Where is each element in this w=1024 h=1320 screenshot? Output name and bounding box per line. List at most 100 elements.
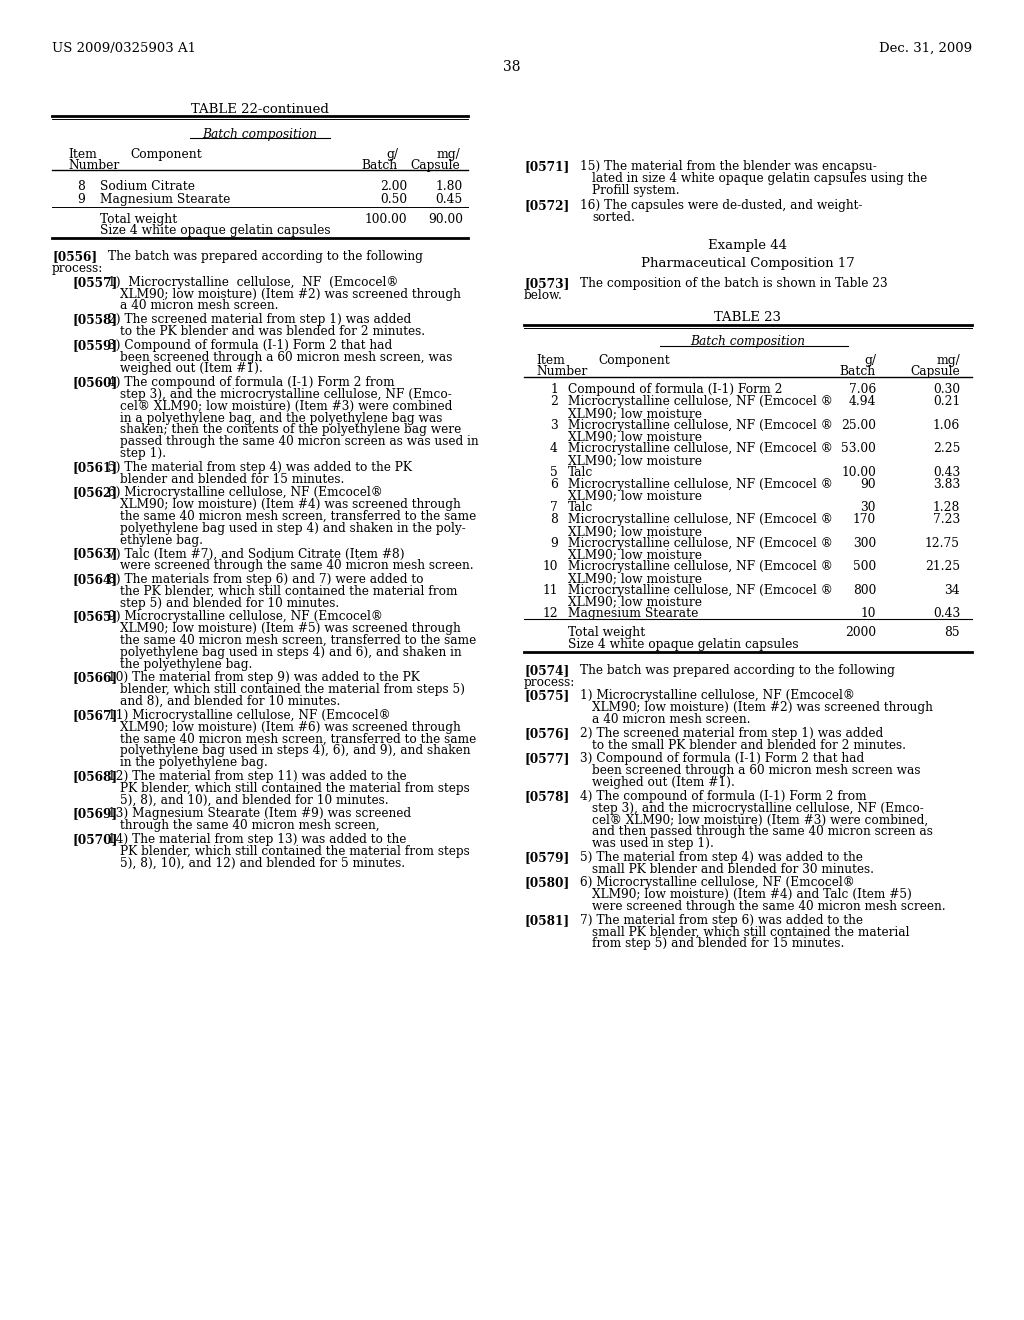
Text: and then passed through the same 40 micron screen as: and then passed through the same 40 micr… (592, 825, 933, 838)
Text: [0559]: [0559] (72, 339, 117, 352)
Text: Pharmaceutical Composition 17: Pharmaceutical Composition 17 (641, 257, 855, 271)
Text: 300: 300 (853, 537, 876, 549)
Text: [0581]: [0581] (524, 913, 569, 927)
Text: 2) The screened material from step 1) was added: 2) The screened material from step 1) wa… (580, 727, 884, 739)
Text: Total weight: Total weight (568, 626, 645, 639)
Text: [0578]: [0578] (524, 789, 569, 803)
Text: a 40 micron mesh screen.: a 40 micron mesh screen. (120, 300, 279, 313)
Text: 21.25: 21.25 (925, 560, 961, 573)
Text: Compound of formula (I-1) Form 2: Compound of formula (I-1) Form 2 (568, 383, 782, 396)
Text: 8) The materials from step 6) and 7) were added to: 8) The materials from step 6) and 7) wer… (108, 573, 424, 586)
Text: 3) Compound of formula (I-1) Form 2 that had: 3) Compound of formula (I-1) Form 2 that… (108, 339, 392, 352)
Text: Sodium Citrate: Sodium Citrate (100, 180, 195, 193)
Text: process:: process: (524, 676, 575, 689)
Text: 7: 7 (550, 502, 558, 515)
Text: XLM90; low moisture) (Item #6) was screened through: XLM90; low moisture) (Item #6) was scree… (120, 721, 461, 734)
Text: Microcrystalline cellulose, NF (Emcocel ®: Microcrystalline cellulose, NF (Emcocel … (568, 583, 833, 597)
Text: XLM90; low moisture: XLM90; low moisture (568, 407, 702, 420)
Text: to the PK blender and was blended for 2 minutes.: to the PK blender and was blended for 2 … (120, 325, 425, 338)
Text: 10.00: 10.00 (841, 466, 876, 479)
Text: lated in size 4 white opaque gelatin capsules using the: lated in size 4 white opaque gelatin cap… (592, 172, 928, 185)
Text: weighed out (Item #1).: weighed out (Item #1). (120, 363, 263, 375)
Text: 10) The material from step 9) was added to the PK: 10) The material from step 9) was added … (108, 672, 420, 684)
Text: were screened through the same 40 micron mesh screen.: were screened through the same 40 micron… (592, 900, 945, 913)
Text: 0.30: 0.30 (933, 383, 961, 396)
Text: Size 4 white opaque gelatin capsules: Size 4 white opaque gelatin capsules (568, 638, 799, 651)
Text: through the same 40 micron mesh screen,: through the same 40 micron mesh screen, (120, 818, 380, 832)
Text: the same 40 micron mesh screen, transferred to the same: the same 40 micron mesh screen, transfer… (120, 733, 476, 746)
Text: 12) The material from step 11) was added to the: 12) The material from step 11) was added… (108, 770, 407, 783)
Text: blender, which still contained the material from steps 5): blender, which still contained the mater… (120, 684, 465, 696)
Text: 2.25: 2.25 (933, 442, 961, 455)
Text: small PK blender, which still contained the material: small PK blender, which still contained … (592, 925, 909, 939)
Text: was used in step 1).: was used in step 1). (592, 837, 714, 850)
Text: 8: 8 (77, 180, 85, 193)
Text: below.: below. (524, 289, 563, 302)
Text: XLM90; low moisture: XLM90; low moisture (568, 525, 702, 537)
Text: Capsule: Capsule (411, 158, 460, 172)
Text: in a polyethylene bag, and the polyethylene bag was: in a polyethylene bag, and the polyethyl… (120, 412, 442, 425)
Text: 1: 1 (550, 383, 558, 396)
Text: 1.80: 1.80 (436, 180, 463, 193)
Text: polyethylene bag used in steps 4), 6), and 9), and shaken: polyethylene bag used in steps 4), 6), a… (120, 744, 470, 758)
Text: XLM90; low moisture: XLM90; low moisture (568, 430, 702, 444)
Text: blender and blended for 15 minutes.: blender and blended for 15 minutes. (120, 473, 344, 486)
Text: The composition of the batch is shown in Table 23: The composition of the batch is shown in… (580, 277, 888, 290)
Text: 4: 4 (550, 442, 558, 455)
Text: 500: 500 (853, 560, 876, 573)
Text: Microcrystalline cellulose, NF (Emcocel ®: Microcrystalline cellulose, NF (Emcocel … (568, 418, 833, 432)
Text: been screened through a 60 micron mesh screen, was: been screened through a 60 micron mesh s… (120, 351, 453, 363)
Text: the same 40 micron mesh screen, transferred to the same: the same 40 micron mesh screen, transfer… (120, 634, 476, 647)
Text: 5), 8), and 10), and blended for 10 minutes.: 5), 8), and 10), and blended for 10 minu… (120, 793, 389, 807)
Text: 34: 34 (944, 583, 961, 597)
Text: 16) The capsules were de-dusted, and weight-: 16) The capsules were de-dusted, and wei… (580, 199, 862, 213)
Text: 6) Microcrystalline cellulose, NF (Emcocel®: 6) Microcrystalline cellulose, NF (Emcoc… (580, 876, 855, 890)
Text: 4) The compound of formula (I-1) Form 2 from: 4) The compound of formula (I-1) Form 2 … (580, 789, 866, 803)
Text: 1) Microcrystalline cellulose, NF (Emcocel®: 1) Microcrystalline cellulose, NF (Emcoc… (580, 689, 855, 702)
Text: 15) The material from the blender was encapsu-: 15) The material from the blender was en… (580, 160, 877, 173)
Text: 38: 38 (503, 59, 521, 74)
Text: [0579]: [0579] (524, 851, 569, 863)
Text: Microcrystalline cellulose, NF (Emcocel ®: Microcrystalline cellulose, NF (Emcocel … (568, 513, 833, 525)
Text: US 2009/0325903 A1: US 2009/0325903 A1 (52, 42, 196, 55)
Text: Microcrystalline cellulose, NF (Emcocel ®: Microcrystalline cellulose, NF (Emcocel … (568, 442, 833, 455)
Text: 7) The material from step 6) was added to the: 7) The material from step 6) was added t… (580, 913, 863, 927)
Text: the PK blender, which still contained the material from: the PK blender, which still contained th… (120, 585, 458, 598)
Text: [0570]: [0570] (72, 833, 118, 846)
Text: Batch composition: Batch composition (690, 334, 806, 347)
Text: a 40 micron mesh screen.: a 40 micron mesh screen. (592, 713, 751, 726)
Text: g/: g/ (864, 354, 876, 367)
Text: 0.43: 0.43 (933, 466, 961, 479)
Text: in the polyethylene bag.: in the polyethylene bag. (120, 756, 267, 770)
Text: 2) The screened material from step 1) was added: 2) The screened material from step 1) wa… (108, 313, 412, 326)
Text: step 5) and blended for 10 minutes.: step 5) and blended for 10 minutes. (120, 597, 339, 610)
Text: 7.06: 7.06 (849, 383, 876, 396)
Text: from step 5) and blended for 15 minutes.: from step 5) and blended for 15 minutes. (592, 937, 845, 950)
Text: The batch was prepared according to the following: The batch was prepared according to the … (108, 251, 423, 263)
Text: Magnesium Stearate: Magnesium Stearate (568, 607, 698, 620)
Text: [0575]: [0575] (524, 689, 569, 702)
Text: Item: Item (68, 148, 97, 161)
Text: shaken; then the contents of the polyethylene bag were: shaken; then the contents of the polyeth… (120, 424, 461, 437)
Text: [0565]: [0565] (72, 610, 117, 623)
Text: 90: 90 (860, 478, 876, 491)
Text: 6: 6 (550, 478, 558, 491)
Text: XLM90; low moisture) (Item #5) was screened through: XLM90; low moisture) (Item #5) was scree… (120, 622, 461, 635)
Text: 11: 11 (543, 583, 558, 597)
Text: Example 44: Example 44 (709, 239, 787, 252)
Text: Microcrystalline cellulose, NF (Emcocel ®: Microcrystalline cellulose, NF (Emcocel … (568, 560, 833, 573)
Text: 13) Magnesium Stearate (Item #9) was screened: 13) Magnesium Stearate (Item #9) was scr… (108, 808, 411, 820)
Text: [0560]: [0560] (72, 376, 118, 389)
Text: [0567]: [0567] (72, 709, 118, 722)
Text: process:: process: (52, 261, 103, 275)
Text: 6) Microcrystalline cellulose, NF (Emcocel®: 6) Microcrystalline cellulose, NF (Emcoc… (108, 486, 383, 499)
Text: TABLE 22-continued: TABLE 22-continued (191, 103, 329, 116)
Text: Profill system.: Profill system. (592, 183, 680, 197)
Text: [0572]: [0572] (524, 199, 569, 213)
Text: step 3), and the microcrystalline cellulose, NF (Emco-: step 3), and the microcrystalline cellul… (120, 388, 452, 401)
Text: Magnesium Stearate: Magnesium Stearate (100, 193, 230, 206)
Text: Capsule: Capsule (910, 366, 961, 379)
Text: 5) The material from step 4) was added to the PK: 5) The material from step 4) was added t… (108, 461, 412, 474)
Text: PK blender, which still contained the material from steps: PK blender, which still contained the ma… (120, 781, 470, 795)
Text: 0.43: 0.43 (933, 607, 961, 620)
